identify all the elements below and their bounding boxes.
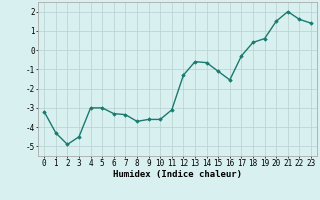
X-axis label: Humidex (Indice chaleur): Humidex (Indice chaleur) — [113, 170, 242, 179]
